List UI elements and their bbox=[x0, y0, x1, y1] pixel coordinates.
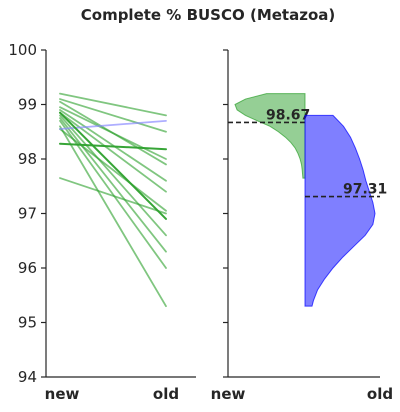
median-label-new: 98.67 bbox=[266, 107, 310, 123]
violin-half-new bbox=[234, 93, 306, 179]
slope-line bbox=[59, 92, 167, 117]
slope-line bbox=[59, 106, 167, 160]
left-y-tick-label: 100 bbox=[8, 41, 37, 59]
right-panel-split-violin: 98.67 97.31 new old bbox=[211, 49, 393, 403]
slope-line bbox=[59, 111, 167, 220]
slope-line bbox=[59, 114, 167, 237]
slope-line bbox=[59, 119, 167, 130]
slope-line bbox=[59, 177, 167, 215]
left-y-tick-label: 98 bbox=[18, 150, 37, 168]
right-x-tick-label: old bbox=[367, 385, 393, 403]
slope-line bbox=[59, 111, 167, 193]
left-y-tick-label: 95 bbox=[18, 314, 37, 332]
left-y-tick-label: 99 bbox=[18, 96, 37, 114]
slope-line bbox=[59, 119, 167, 269]
chart-title: Complete % BUSCO (Metazoa) bbox=[81, 6, 335, 24]
left-y-tick-label: 97 bbox=[18, 205, 37, 223]
left-panel-slope-chart: 94 95 96 97 98 99 100 new old bbox=[8, 41, 196, 403]
slope-line bbox=[59, 128, 167, 212]
slope-line bbox=[59, 142, 167, 151]
left-y-tick-label: 94 bbox=[18, 368, 37, 386]
left-y-tick-label: 96 bbox=[18, 259, 37, 277]
slope-line bbox=[59, 98, 167, 133]
median-label-old: 97.31 bbox=[343, 182, 387, 198]
left-x-tick-label: new bbox=[45, 385, 80, 403]
right-x-tick-label: new bbox=[211, 385, 246, 403]
slope-line bbox=[59, 125, 167, 308]
violin-half-old bbox=[304, 114, 376, 307]
left-x-tick-label: old bbox=[153, 385, 179, 403]
slope-line bbox=[59, 109, 167, 182]
slope-line bbox=[59, 117, 167, 253]
